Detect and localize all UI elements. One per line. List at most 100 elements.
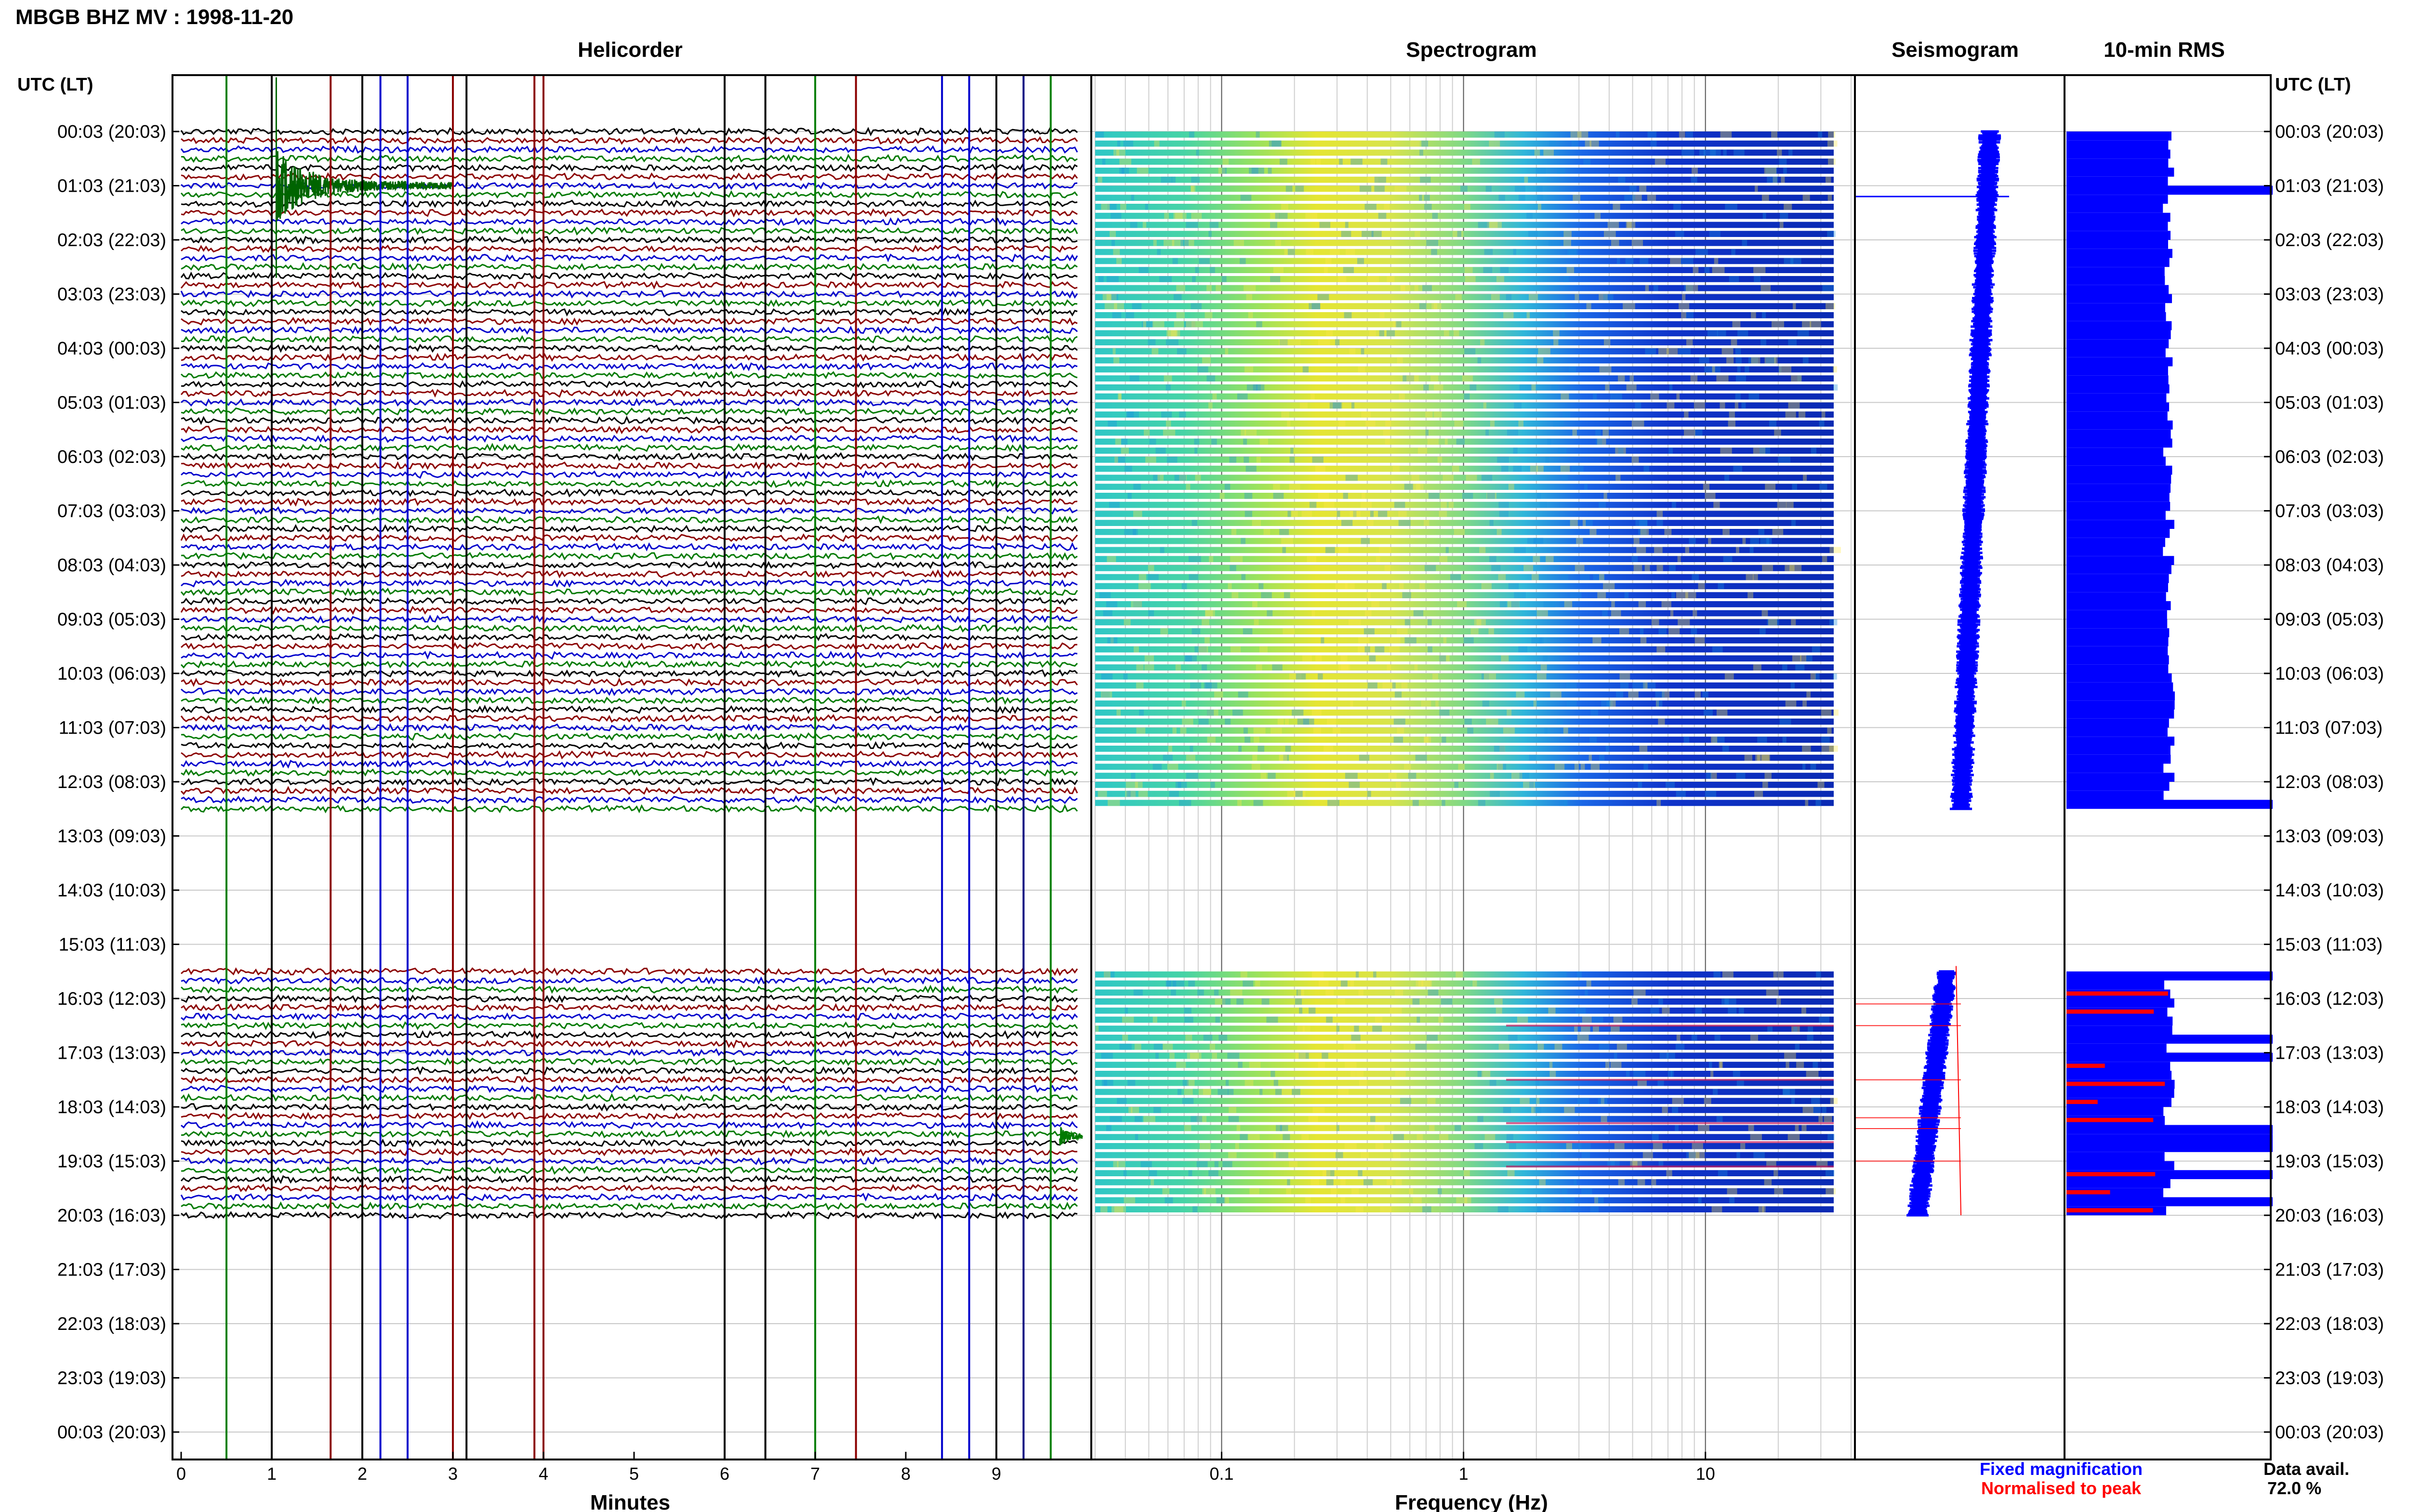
spectrogram-speckle bbox=[1463, 1170, 1470, 1176]
spectrogram-speckle bbox=[1764, 357, 1776, 364]
spectrogram-speckle bbox=[1619, 673, 1630, 680]
spectrogram-speckle bbox=[1776, 149, 1782, 156]
spectrogram-speckle bbox=[1125, 790, 1136, 797]
spectrogram-speckle bbox=[1410, 140, 1420, 147]
time-label-right: 20:03 (16:03) bbox=[2275, 1206, 2384, 1226]
spectrogram-speckle bbox=[1664, 529, 1672, 535]
spectrogram-row bbox=[1095, 691, 1834, 698]
spectrogram-speckle bbox=[1101, 1079, 1107, 1086]
spectrogram-speckle bbox=[1559, 1035, 1563, 1041]
spectrogram-speckle bbox=[1439, 710, 1450, 716]
spectrogram-speckle bbox=[1351, 1188, 1359, 1195]
spectrogram-row bbox=[1095, 736, 1834, 743]
spectrogram-speckle bbox=[1514, 402, 1522, 409]
rms-bar bbox=[2066, 529, 2170, 538]
spectrogram-speckle bbox=[1511, 773, 1522, 779]
spectrogram-speckle bbox=[1157, 474, 1164, 481]
rms-bar bbox=[2066, 782, 2170, 791]
spectrogram-speckle bbox=[1796, 1062, 1804, 1068]
spectrogram-speckle bbox=[1404, 637, 1416, 644]
spectrogram-speckle bbox=[1375, 1125, 1385, 1131]
spectrogram-speckle bbox=[1299, 1007, 1303, 1014]
spectrogram-speckle bbox=[1500, 601, 1507, 607]
rms-bar bbox=[2066, 176, 2168, 186]
spectrogram-speckle bbox=[1490, 790, 1500, 797]
spectrogram-speckle bbox=[1553, 330, 1560, 337]
spectrogram-speckle bbox=[1367, 682, 1377, 689]
spectrogram-speckle bbox=[1134, 1043, 1141, 1050]
rms-bar bbox=[2066, 790, 2164, 800]
spectrogram-speckle bbox=[1629, 375, 1634, 381]
rms-bar bbox=[2066, 185, 2273, 195]
spectrogram-row bbox=[1095, 583, 1834, 590]
spectrogram-speckle bbox=[1558, 971, 1567, 978]
spectrogram-speckle bbox=[1178, 782, 1181, 788]
spectrogram-speckle bbox=[1219, 493, 1225, 499]
spectrogram-speckle bbox=[1287, 790, 1296, 797]
spectrogram-speckle bbox=[1695, 1152, 1705, 1158]
spectrogram-speckle bbox=[1129, 375, 1139, 381]
spectrogram-speckle bbox=[1769, 421, 1777, 427]
rms-bar bbox=[2066, 511, 2166, 520]
spectrogram-speckle bbox=[1209, 1043, 1216, 1050]
spectrogram-speckle bbox=[1132, 303, 1142, 309]
spectrogram-speckle bbox=[1537, 357, 1544, 364]
spectrogram-speckle bbox=[1315, 465, 1325, 472]
spectrogram-speckle bbox=[1424, 565, 1436, 571]
spectrogram-speckle bbox=[1576, 971, 1582, 978]
spectrogram-speckle bbox=[1228, 1116, 1239, 1122]
spectrogram-speckle bbox=[1582, 520, 1586, 526]
spectrogram-speckle bbox=[1289, 339, 1301, 345]
spectrogram-speckle bbox=[1224, 1197, 1230, 1204]
spectrogram-row bbox=[1095, 231, 1834, 237]
spectrogram-speckle bbox=[1712, 1089, 1718, 1095]
time-label-right: 04:03 (00:03) bbox=[2275, 339, 2384, 359]
spectrogram-speckle bbox=[1812, 646, 1820, 653]
spectrogram-speckle bbox=[1179, 800, 1191, 806]
spectrogram-speckle bbox=[1244, 366, 1254, 373]
spectrogram-speckle bbox=[1225, 348, 1229, 355]
spectrogram-speckle bbox=[1489, 556, 1496, 562]
spectrogram-speckle bbox=[1767, 619, 1779, 626]
spectrogram-speckle bbox=[1667, 402, 1675, 409]
spectrogram-speckle bbox=[1412, 999, 1420, 1005]
spectrogram-speckle bbox=[1160, 547, 1165, 553]
spectrogram-speckle bbox=[1113, 357, 1120, 364]
spectrogram-speckle bbox=[1153, 1107, 1161, 1113]
spectrogram-speckle bbox=[1337, 999, 1345, 1005]
rms-bar bbox=[2066, 140, 2169, 150]
spectrogram-speckle bbox=[1631, 457, 1639, 463]
spectrogram-row bbox=[1095, 1079, 1834, 1086]
spectrogram-speckle bbox=[1572, 1143, 1582, 1149]
spectrogram-speckle bbox=[1675, 231, 1684, 237]
spectrogram-speckle bbox=[1332, 727, 1340, 734]
spectrogram-speckle bbox=[1508, 1035, 1518, 1041]
spectrogram-speckle bbox=[1528, 231, 1538, 237]
spectrogram-speckle bbox=[1795, 1043, 1800, 1050]
spectrogram-speckle bbox=[1575, 565, 1585, 571]
spectrogram-speckle bbox=[1613, 204, 1620, 210]
spectrogram-speckle bbox=[1227, 1052, 1240, 1059]
spectrogram-speckle bbox=[1186, 754, 1195, 761]
spectrogram-speckle bbox=[1403, 375, 1415, 381]
page-title: MBGB BHZ MV : 1998-11-20 bbox=[15, 5, 293, 29]
spectrogram-speckle bbox=[1351, 1035, 1361, 1041]
spectrogram-row bbox=[1095, 258, 1834, 264]
spectrogram-speckle bbox=[1275, 240, 1281, 246]
spectrogram-speckle bbox=[1295, 999, 1302, 1005]
spectrogram-speckle bbox=[1643, 763, 1648, 770]
spectrogram-speckle bbox=[1386, 1179, 1393, 1185]
spectrogram-speckle bbox=[1424, 204, 1432, 210]
spectrogram-row bbox=[1095, 339, 1834, 345]
spectrogram-speckle bbox=[1795, 1125, 1799, 1131]
spectrogram-row bbox=[1095, 501, 1834, 508]
spectrogram-speckle bbox=[1636, 547, 1646, 553]
rms-bar bbox=[2066, 158, 2169, 168]
rms-bar bbox=[2066, 980, 2164, 990]
spectrogram-speckle bbox=[1658, 1161, 1664, 1168]
spectrogram-speckle bbox=[1785, 700, 1797, 707]
spectrogram-speckle bbox=[1256, 131, 1260, 138]
spectrogram-speckle bbox=[1194, 438, 1200, 445]
spectrogram-speckle bbox=[1716, 710, 1728, 716]
spectrogram-speckle bbox=[1698, 1125, 1709, 1131]
